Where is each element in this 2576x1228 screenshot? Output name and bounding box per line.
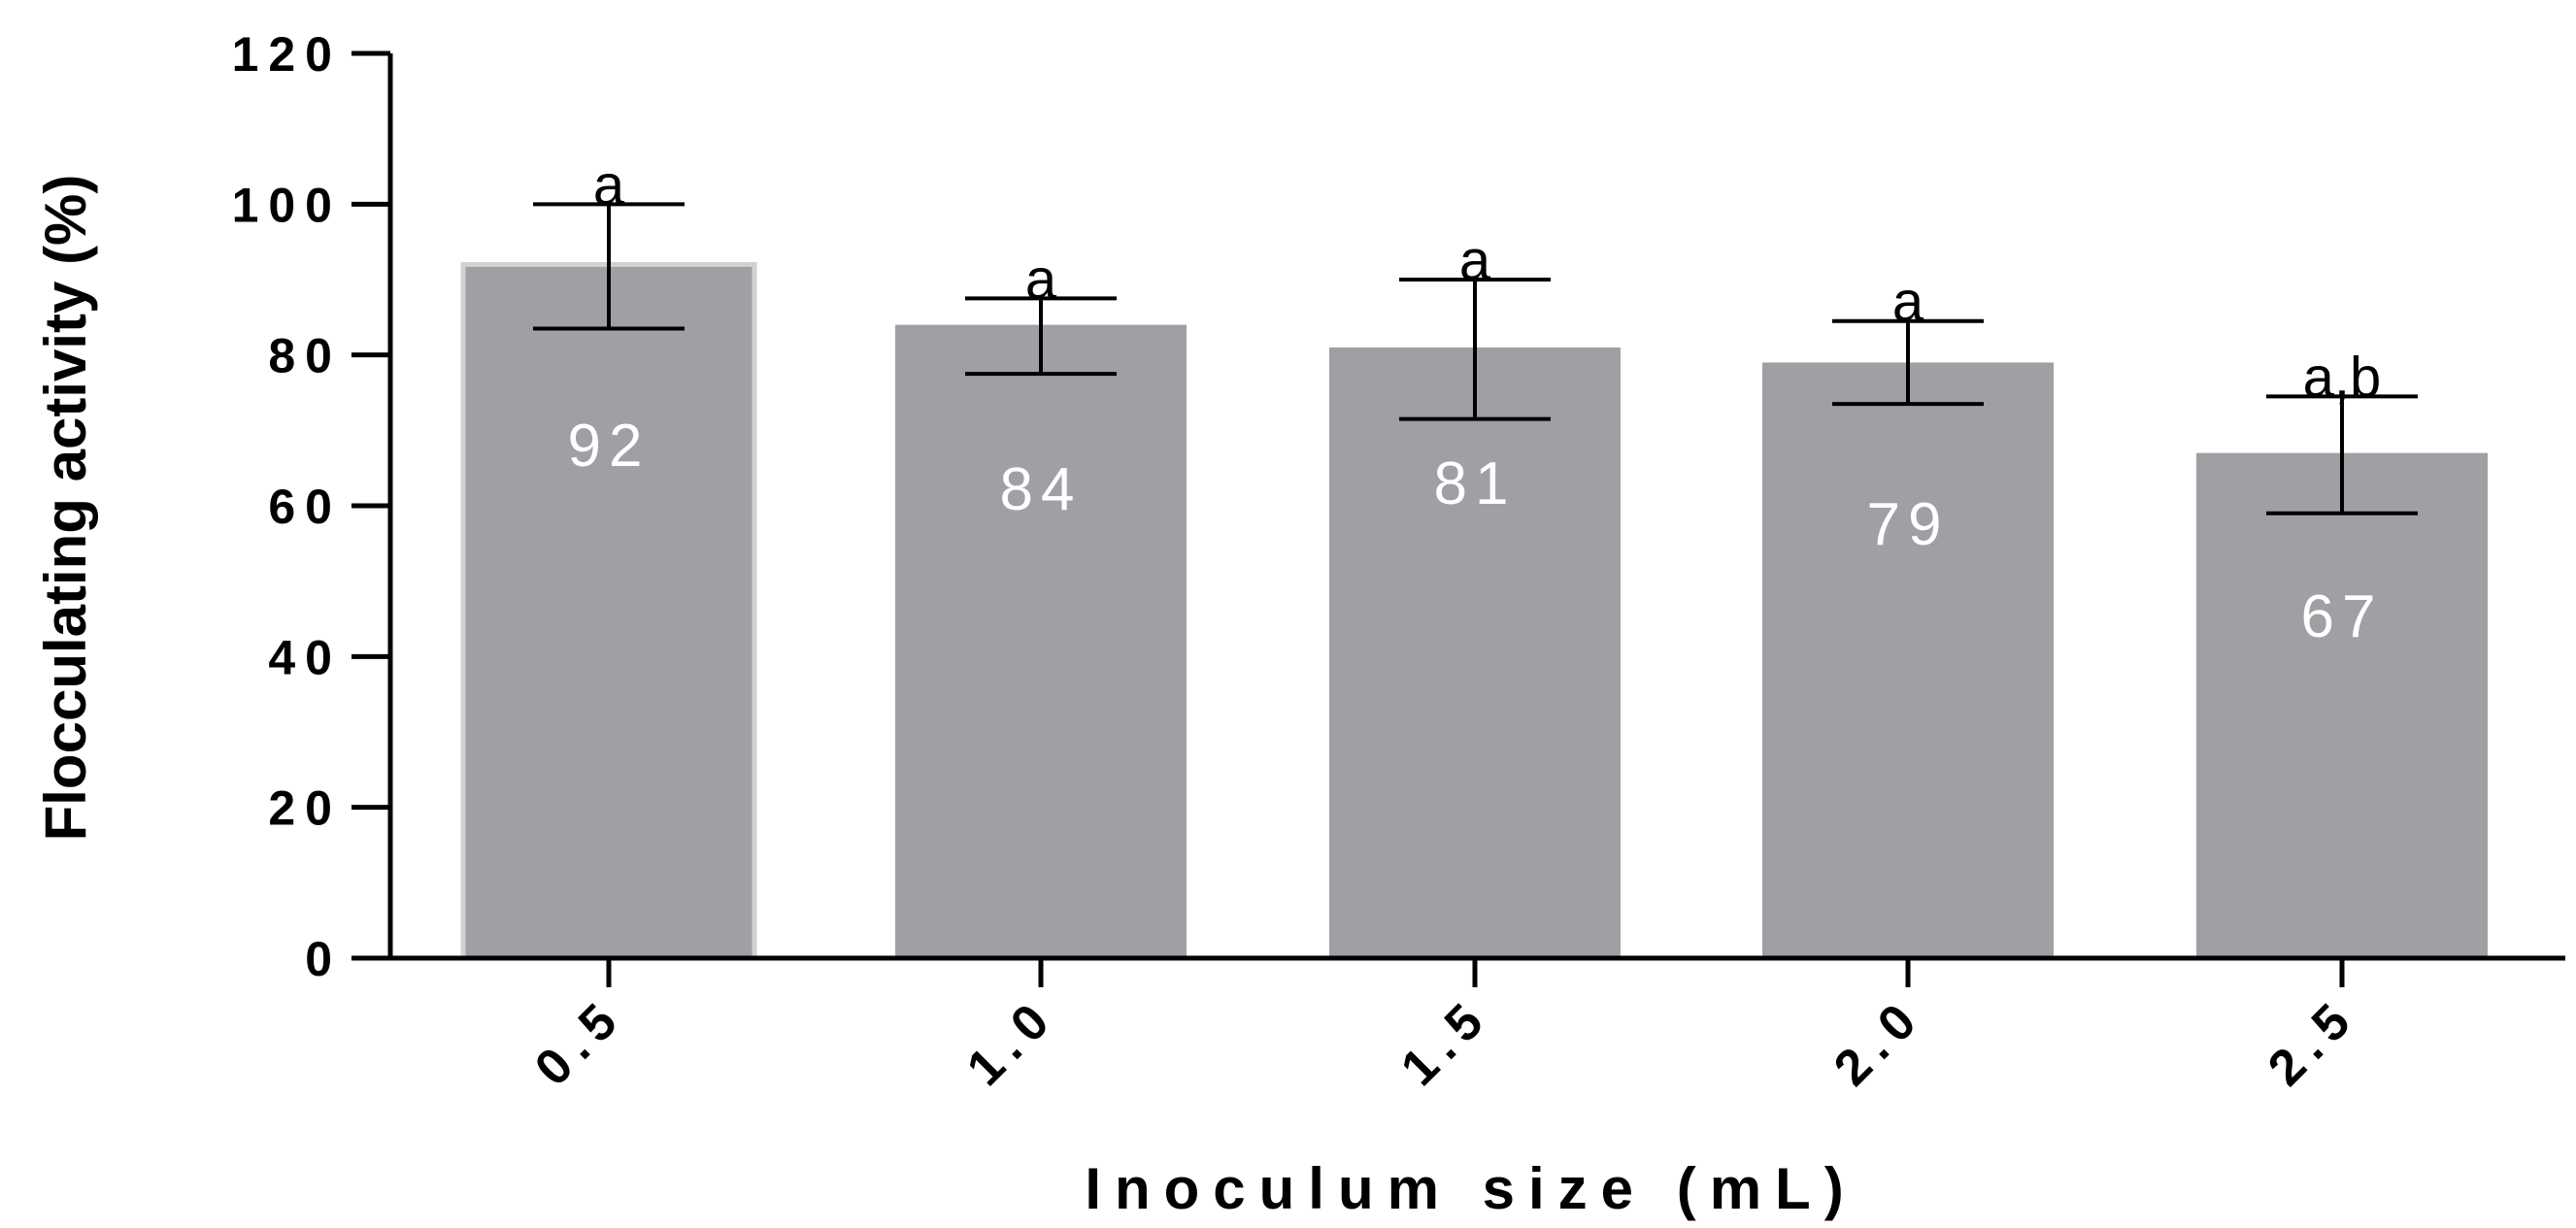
y-tick-label-40: 40 (268, 630, 342, 684)
x-tick-label-0.5: 0.5 (524, 986, 634, 1096)
significance-label-1.5: a (1459, 229, 1491, 292)
value-label-1.0: 84 (1000, 456, 1083, 523)
bar-2.5 (2196, 452, 2488, 959)
value-label-1.5: 81 (1434, 450, 1517, 517)
x-tick-label-1.5: 1.5 (1390, 986, 1500, 1096)
x-tick-label-2.0: 2.0 (1823, 986, 1933, 1096)
y-tick-label-20: 20 (268, 781, 342, 836)
plot-area: 92 84 81 79 67 a a a a a,b 0 20 40 60 80 100 120 0.5 1.0 1.… (232, 27, 2565, 1097)
y-tick-label-0: 0 (305, 932, 342, 986)
x-tick-label-2.5: 2.5 (2258, 986, 2367, 1096)
y-tick-label-120: 120 (232, 27, 342, 82)
significance-label-2.0: a (1892, 271, 1924, 334)
value-label-0.5: 92 (568, 413, 651, 480)
x-axis-title: Inoculum size (mL) (1085, 1156, 1857, 1221)
bar-1.0 (895, 324, 1187, 959)
x-tick-label-1.0: 1.0 (956, 986, 1066, 1096)
y-axis-title: Flocculating activity (%) (33, 175, 98, 842)
bar-1.5 (1329, 347, 1621, 958)
significance-label-2.5: a,b (2303, 346, 2382, 409)
y-tick-label-60: 60 (268, 480, 342, 534)
value-label-2.5: 67 (2301, 583, 2384, 650)
y-tick-label-80: 80 (268, 329, 342, 383)
bar-2.0 (1762, 362, 2054, 958)
value-label-2.0: 79 (1867, 491, 1950, 558)
bar-0.5 (460, 261, 757, 961)
y-tick-label-100: 100 (232, 178, 342, 232)
significance-label-0.5: a (593, 153, 625, 216)
significance-label-1.0: a (1025, 248, 1057, 311)
